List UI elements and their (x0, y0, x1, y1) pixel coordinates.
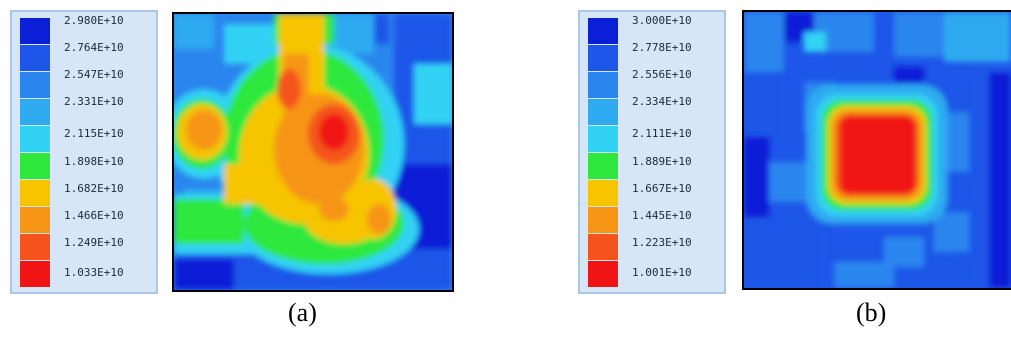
legend-a-tick: 1.033E+10 (64, 266, 124, 279)
legend-a-body: 2.980E+10 2.764E+10 2.547E+10 2.331E+10 … (12, 12, 156, 292)
legend-a-tick: 1.249E+10 (64, 236, 124, 249)
legend-a-tick: 2.331E+10 (64, 95, 124, 108)
legend-a-swatch (20, 45, 50, 71)
legend-a-tick: 2.115E+10 (64, 127, 124, 140)
heatmap-b (742, 10, 1011, 290)
legend-a-swatch (20, 207, 50, 233)
caption-b: (b) (856, 298, 887, 327)
legend-a-swatch (20, 99, 50, 125)
legend-b-swatch (588, 153, 618, 179)
legend-b-tick: 2.556E+10 (632, 68, 692, 81)
legend-a-tick: 2.547E+10 (64, 68, 124, 81)
legend-b-swatch (588, 180, 618, 206)
heatmap-a (172, 12, 454, 292)
legend-b: 3.000E+10 2.778E+10 2.556E+10 2.334E+10 … (578, 10, 726, 294)
legend-a-swatch (20, 234, 50, 260)
legend-b-tick: 1.667E+10 (632, 182, 692, 195)
caption-a: (a) (288, 298, 317, 327)
legend-a-swatch (20, 261, 50, 287)
legend-b-swatch (588, 261, 618, 287)
heatmap-a-canvas (174, 14, 452, 290)
legend-b-swatch (588, 234, 618, 260)
legend-b-swatch (588, 18, 618, 44)
legend-b-swatch (588, 126, 618, 152)
legend-b-tick: 2.111E+10 (632, 127, 692, 140)
legend-b-tick: 1.001E+10 (632, 266, 692, 279)
legend-b-swatch (588, 45, 618, 71)
legend-b-tick: 3.000E+10 (632, 14, 692, 27)
legend-b-swatch (588, 99, 618, 125)
legend-a-tick: 1.898E+10 (64, 155, 124, 168)
legend-b-swatch (588, 207, 618, 233)
heatmap-b-canvas (744, 12, 1011, 288)
legend-a-tick: 2.980E+10 (64, 14, 124, 27)
legend-b-tick: 2.778E+10 (632, 41, 692, 54)
legend-b-tick: 2.334E+10 (632, 95, 692, 108)
legend-a-swatch (20, 180, 50, 206)
legend-a: 2.980E+10 2.764E+10 2.547E+10 2.331E+10 … (10, 10, 158, 294)
legend-a-tick: 1.466E+10 (64, 209, 124, 222)
legend-b-tick: 1.889E+10 (632, 155, 692, 168)
legend-a-swatch (20, 126, 50, 152)
legend-b-tick: 1.223E+10 (632, 236, 692, 249)
legend-a-tick: 2.764E+10 (64, 41, 124, 54)
legend-a-swatch (20, 72, 50, 98)
legend-a-swatch (20, 153, 50, 179)
legend-a-tick: 1.682E+10 (64, 182, 124, 195)
legend-b-swatch (588, 72, 618, 98)
legend-a-swatch (20, 18, 50, 44)
legend-b-body: 3.000E+10 2.778E+10 2.556E+10 2.334E+10 … (580, 12, 724, 292)
legend-b-tick: 1.445E+10 (632, 209, 692, 222)
